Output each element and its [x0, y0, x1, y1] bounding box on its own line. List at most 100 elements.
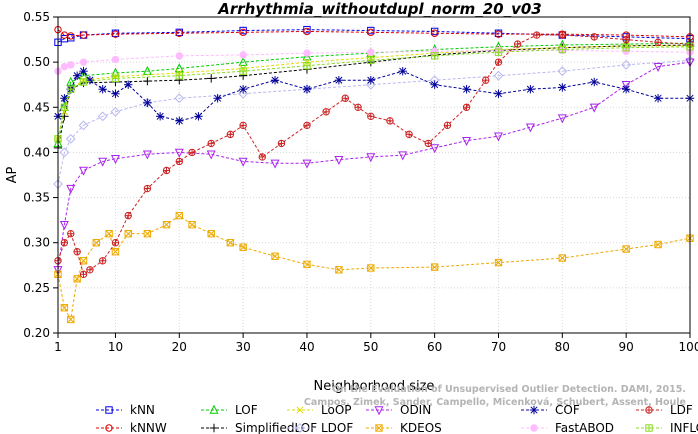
y-tick-label: 0.30	[23, 236, 50, 250]
data-point-kdeos	[79, 257, 88, 265]
x-tick-label: 90	[619, 340, 634, 354]
data-point-kdeos	[654, 240, 662, 249]
data-point-ldof	[78, 120, 89, 131]
data-point-kdeos	[73, 275, 81, 283]
legend-item-odin: ODIN	[366, 403, 431, 417]
data-point-ldf	[162, 166, 171, 175]
data-point-kdeos	[430, 263, 439, 271]
data-point-inflo	[60, 103, 69, 111]
legend-label-odin: ODIN	[400, 403, 431, 417]
legend-label-knnw: kNNW	[130, 421, 167, 434]
data-point-cof	[366, 76, 376, 85]
data-point-inflo	[367, 56, 375, 65]
legend-item-inflo: INFLO	[636, 421, 698, 434]
legend-marker-knn	[105, 406, 113, 414]
data-point-ldf	[188, 148, 196, 157]
data-point-kdeos	[226, 239, 235, 247]
data-point-ldof	[59, 147, 70, 158]
data-point-cof	[79, 66, 88, 76]
data-point-inflo	[303, 62, 311, 70]
data-point-odin	[98, 157, 108, 167]
data-point-odin	[142, 150, 152, 160]
data-point-ldf	[513, 40, 522, 48]
data-point-knnw	[430, 29, 439, 37]
x-tick-label: 30	[235, 340, 250, 354]
data-point-simplifiedlof	[143, 76, 152, 86]
data-point-cof	[72, 71, 82, 80]
data-point-knnw	[303, 27, 311, 36]
data-point-cof	[143, 98, 152, 107]
data-point-ldf	[175, 157, 183, 166]
legend-label-ldf: LDF	[670, 403, 693, 417]
legend-item-knnw: kNNW	[96, 421, 167, 434]
legend-marker-inflo	[645, 424, 653, 432]
data-point-cof	[98, 85, 107, 94]
axis-layer: 1 10 20 30 40 50 60 70 80 90 100 0.20 0.25 0.30 0.35 0.…	[23, 10, 698, 354]
data-point-inflo	[430, 52, 439, 60]
data-point-kdeos	[367, 264, 375, 272]
series-line-knnw	[57, 29, 691, 38]
y-tick-label: 0.25	[23, 281, 50, 295]
data-point-ldof	[97, 111, 108, 122]
data-point-kdeos	[335, 266, 343, 274]
data-point-cof	[238, 85, 248, 94]
legend-label-ldof: LDOF	[321, 421, 353, 434]
x-tick-label: 10	[108, 340, 123, 354]
data-point-kdeos	[111, 248, 120, 256]
x-tick-label: 70	[491, 340, 506, 354]
legend-item-ldf: LDF	[636, 403, 693, 417]
data-point-ldf	[226, 130, 235, 139]
legend-label-simplifiedlof: SimplifiedLOF	[235, 421, 317, 434]
data-point-cof	[124, 80, 133, 89]
data-point-inflo	[79, 78, 88, 86]
data-point-ldf	[405, 130, 413, 139]
data-point-cof	[194, 112, 203, 121]
data-point-knnw	[111, 30, 120, 38]
x-tick-label: 50	[363, 340, 378, 354]
data-point-cof	[270, 76, 280, 85]
data-point-ldf	[386, 117, 394, 125]
legend-label-inflo: INFLO	[670, 421, 698, 434]
data-point-knnw	[67, 32, 75, 40]
data-point-kdeos	[92, 239, 101, 247]
credit-line-1: Campos, Zimek, Sander, Campello, Micenko…	[304, 397, 686, 408]
series-layer	[53, 25, 695, 324]
x-tick-label: 60	[427, 340, 442, 354]
data-point-kdeos	[271, 252, 279, 260]
data-point-ldf	[98, 257, 107, 265]
data-point-knnw	[494, 30, 503, 38]
legend-label-lof: LOF	[235, 403, 258, 417]
credit-line-2: On the Evaluation of Unsupervised Outlie…	[332, 384, 686, 395]
data-point-kdeos	[303, 260, 311, 269]
data-point-odin	[493, 132, 503, 142]
data-point-fastabod	[303, 49, 311, 57]
legend-item-knn: kNN	[96, 403, 155, 417]
legend-marker-loop	[296, 406, 304, 414]
data-point-cof	[155, 112, 165, 121]
data-point-fastabod	[111, 55, 120, 64]
series-ldof	[53, 55, 695, 189]
x-tick-label: 40	[299, 340, 314, 354]
data-point-ldf	[341, 94, 349, 102]
data-point-kdeos	[622, 245, 630, 253]
data-point-ldf	[622, 35, 630, 44]
data-point-kdeos	[124, 229, 132, 238]
data-point-fastabod	[175, 52, 183, 60]
data-point-odin	[270, 159, 280, 169]
data-point-cof	[653, 94, 663, 103]
data-point-cof	[558, 83, 567, 92]
legend-marker-fastabod	[530, 424, 538, 432]
data-point-odin	[462, 136, 472, 147]
legend-marker-kdeos	[375, 424, 383, 432]
data-point-odin	[589, 103, 599, 113]
data-point-cof	[213, 94, 222, 103]
data-point-ldf	[111, 239, 120, 247]
series-line-loop	[57, 45, 690, 140]
data-point-fastabod	[79, 58, 88, 66]
data-point-kdeos	[188, 220, 196, 229]
data-point-ldf	[462, 103, 471, 111]
data-point-ldf	[143, 184, 152, 193]
data-point-cof	[60, 94, 69, 103]
data-point-odin	[238, 157, 248, 167]
grid-layer	[57, 16, 691, 334]
